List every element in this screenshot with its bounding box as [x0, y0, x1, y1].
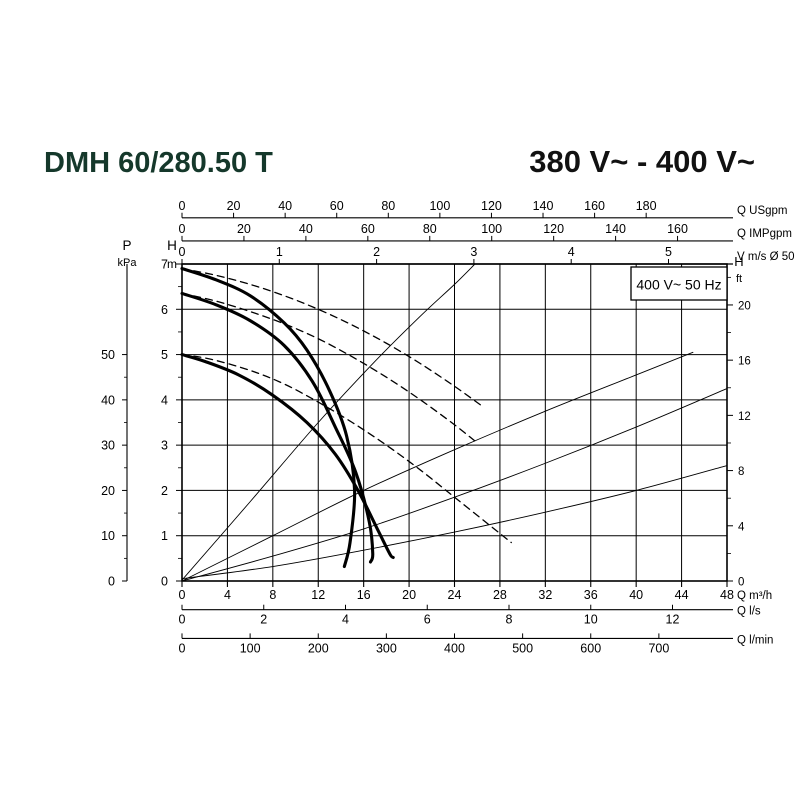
svg-text:160: 160	[667, 222, 688, 236]
svg-text:140: 140	[533, 199, 554, 213]
svg-text:5: 5	[665, 245, 672, 259]
svg-text:80: 80	[381, 199, 395, 213]
svg-text:8: 8	[506, 613, 513, 627]
svg-text:120: 120	[481, 199, 502, 213]
svg-text:20: 20	[101, 484, 115, 498]
svg-text:60: 60	[330, 199, 344, 213]
svg-text:0: 0	[108, 575, 115, 589]
svg-text:7: 7	[161, 258, 168, 272]
svg-text:40: 40	[629, 588, 643, 602]
svg-text:0: 0	[179, 245, 186, 259]
svg-text:80: 80	[423, 222, 437, 236]
svg-text:20: 20	[402, 588, 416, 602]
svg-text:380 V~ - 400 V~: 380 V~ - 400 V~	[529, 144, 755, 179]
svg-text:48: 48	[720, 588, 734, 602]
svg-text:10: 10	[584, 613, 598, 627]
svg-text:0: 0	[738, 577, 744, 589]
svg-text:28: 28	[493, 588, 507, 602]
svg-text:1: 1	[161, 529, 168, 543]
svg-text:Q IMPgpm: Q IMPgpm	[737, 228, 792, 240]
svg-text:700: 700	[648, 641, 669, 655]
svg-text:30: 30	[101, 439, 115, 453]
svg-text:16: 16	[738, 356, 751, 368]
svg-text:Q USgpm: Q USgpm	[737, 205, 788, 217]
svg-text:3: 3	[470, 245, 477, 259]
svg-text:m: m	[167, 257, 177, 271]
svg-text:10: 10	[101, 529, 115, 543]
svg-text:Q l/s: Q l/s	[737, 606, 761, 618]
svg-text:4: 4	[224, 588, 231, 602]
svg-text:H: H	[167, 238, 177, 253]
svg-text:DMH 60/280.50 T: DMH 60/280.50 T	[44, 147, 273, 179]
svg-text:140: 140	[605, 222, 626, 236]
svg-text:100: 100	[240, 641, 261, 655]
svg-text:100: 100	[481, 222, 502, 236]
svg-text:500: 500	[512, 641, 533, 655]
svg-text:8: 8	[269, 588, 276, 602]
svg-text:200: 200	[308, 641, 329, 655]
svg-text:180: 180	[636, 199, 657, 213]
svg-text:0: 0	[179, 588, 186, 602]
svg-text:V m/s Ø 50: V m/s Ø 50	[737, 251, 795, 263]
svg-text:12: 12	[666, 613, 680, 627]
svg-text:50: 50	[101, 348, 115, 362]
svg-text:32: 32	[538, 588, 552, 602]
svg-text:5: 5	[161, 348, 168, 362]
svg-text:Q l/min: Q l/min	[737, 634, 773, 646]
svg-text:44: 44	[675, 588, 689, 602]
svg-text:36: 36	[584, 588, 598, 602]
svg-text:2: 2	[260, 613, 267, 627]
svg-text:ft: ft	[736, 273, 742, 285]
svg-text:24: 24	[448, 588, 462, 602]
svg-text:0: 0	[179, 222, 186, 236]
svg-text:60: 60	[361, 222, 375, 236]
svg-text:40: 40	[101, 393, 115, 407]
svg-text:40: 40	[278, 199, 292, 213]
svg-text:H: H	[734, 254, 743, 269]
svg-text:20: 20	[237, 222, 251, 236]
svg-text:0: 0	[179, 199, 186, 213]
svg-text:100: 100	[429, 199, 450, 213]
svg-text:0: 0	[179, 641, 186, 655]
svg-text:160: 160	[584, 199, 605, 213]
svg-text:3: 3	[161, 439, 168, 453]
svg-text:400 V~ 50 Hz: 400 V~ 50 Hz	[636, 277, 721, 293]
svg-text:0: 0	[179, 613, 186, 627]
svg-text:300: 300	[376, 641, 397, 655]
svg-text:40: 40	[299, 222, 313, 236]
svg-text:6: 6	[424, 613, 431, 627]
svg-text:400: 400	[444, 641, 465, 655]
svg-text:20: 20	[227, 199, 241, 213]
svg-text:4: 4	[342, 613, 349, 627]
svg-text:1: 1	[276, 245, 283, 259]
svg-text:600: 600	[580, 641, 601, 655]
svg-text:6: 6	[161, 303, 168, 317]
svg-text:16: 16	[357, 588, 371, 602]
svg-text:12: 12	[311, 588, 325, 602]
svg-text:2: 2	[373, 245, 380, 259]
svg-text:P: P	[122, 238, 131, 253]
svg-text:120: 120	[543, 222, 564, 236]
svg-text:8: 8	[738, 466, 744, 478]
svg-text:4: 4	[568, 245, 575, 259]
svg-text:2: 2	[161, 484, 168, 498]
svg-text:Q m³/h: Q m³/h	[737, 590, 772, 602]
svg-text:4: 4	[738, 521, 745, 533]
svg-text:12: 12	[738, 411, 751, 423]
svg-text:0: 0	[161, 575, 168, 589]
svg-text:20: 20	[738, 300, 751, 312]
svg-text:4: 4	[161, 393, 168, 407]
